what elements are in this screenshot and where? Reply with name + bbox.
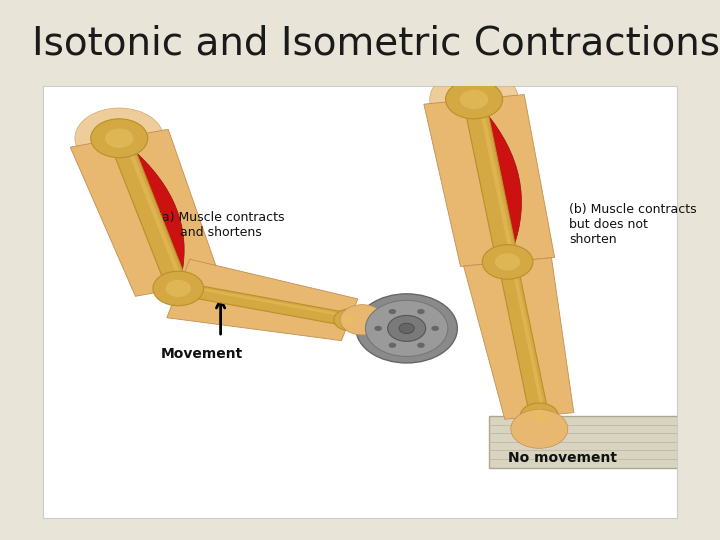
Polygon shape <box>498 261 549 417</box>
Circle shape <box>389 309 396 314</box>
Text: Isotonic and Isometric Contractions: Isotonic and Isometric Contractions <box>32 24 720 62</box>
Polygon shape <box>179 284 351 318</box>
Text: Movement: Movement <box>161 347 243 361</box>
Circle shape <box>356 294 457 363</box>
Circle shape <box>510 409 568 448</box>
Circle shape <box>75 108 163 168</box>
Polygon shape <box>167 259 358 341</box>
Circle shape <box>389 343 396 348</box>
Polygon shape <box>424 94 554 266</box>
Polygon shape <box>88 130 151 190</box>
Circle shape <box>530 409 549 422</box>
Circle shape <box>417 343 425 348</box>
Circle shape <box>430 69 518 130</box>
Circle shape <box>153 271 204 306</box>
Polygon shape <box>510 261 546 416</box>
Circle shape <box>482 245 533 279</box>
Polygon shape <box>474 99 508 262</box>
Polygon shape <box>120 138 184 288</box>
Circle shape <box>446 80 503 119</box>
Polygon shape <box>463 98 518 263</box>
Circle shape <box>166 280 191 297</box>
Polygon shape <box>176 282 352 326</box>
Polygon shape <box>477 99 516 261</box>
Circle shape <box>334 309 366 330</box>
Polygon shape <box>109 136 189 291</box>
Circle shape <box>495 253 521 271</box>
Circle shape <box>105 129 133 148</box>
Circle shape <box>521 403 558 429</box>
Polygon shape <box>122 137 186 288</box>
Circle shape <box>431 326 439 331</box>
Text: (a) Muscle contracts
and shortens: (a) Muscle contracts and shortens <box>157 211 284 239</box>
Text: No movement: No movement <box>508 451 617 465</box>
Bar <box>489 416 679 468</box>
Text: (b) Muscle contracts
but does not
shorten: (b) Muscle contracts but does not shorte… <box>569 203 697 246</box>
Polygon shape <box>120 138 179 288</box>
Polygon shape <box>474 99 521 262</box>
Circle shape <box>417 309 425 314</box>
Circle shape <box>366 300 448 356</box>
Polygon shape <box>442 95 505 156</box>
Circle shape <box>91 119 148 158</box>
Circle shape <box>399 323 414 334</box>
Circle shape <box>460 90 488 109</box>
Circle shape <box>374 326 382 331</box>
Circle shape <box>342 314 358 325</box>
Polygon shape <box>464 258 574 419</box>
Bar <box>43 86 677 518</box>
Circle shape <box>387 315 426 341</box>
Circle shape <box>340 305 384 335</box>
Polygon shape <box>71 129 221 296</box>
